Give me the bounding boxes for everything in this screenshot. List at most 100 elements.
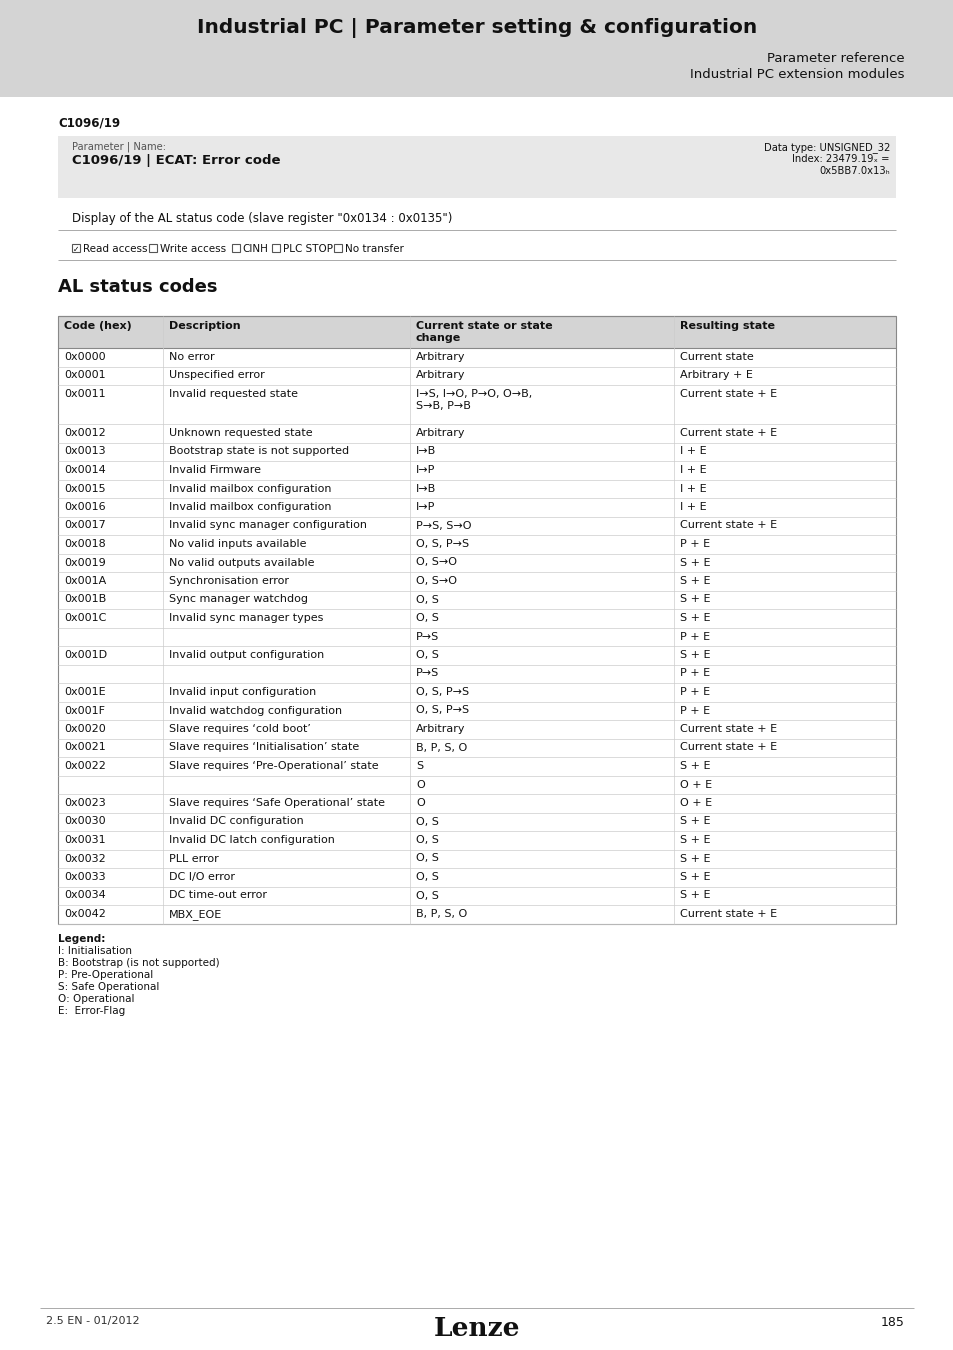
- Text: 0x0013: 0x0013: [64, 447, 106, 456]
- Text: 0x0032: 0x0032: [64, 853, 106, 864]
- Text: ✓: ✓: [73, 244, 79, 254]
- Text: Data type: UNSIGNED_32: Data type: UNSIGNED_32: [762, 142, 889, 153]
- Text: Resulting state: Resulting state: [679, 321, 774, 331]
- Text: I + E: I + E: [679, 464, 706, 475]
- Text: I→P: I→P: [416, 502, 435, 512]
- Text: O, S: O, S: [416, 836, 438, 845]
- Bar: [58, 316, 895, 923]
- Text: S + E: S + E: [679, 872, 710, 882]
- Text: Index: 23479.19ₓ =: Index: 23479.19ₓ =: [792, 154, 889, 163]
- Text: Slave requires ‘Safe Operational’ state: Slave requires ‘Safe Operational’ state: [169, 798, 384, 809]
- Text: C1096/19 | ECAT: Error code: C1096/19 | ECAT: Error code: [71, 154, 280, 167]
- Text: O, S: O, S: [416, 817, 438, 826]
- Text: S + E: S + E: [679, 891, 710, 900]
- Text: 0x0030: 0x0030: [64, 817, 106, 826]
- Text: P→S: P→S: [416, 668, 438, 679]
- Text: P + E: P + E: [679, 687, 709, 697]
- Text: Invalid watchdog configuration: Invalid watchdog configuration: [169, 706, 341, 716]
- Text: Industrial PC extension modules: Industrial PC extension modules: [690, 68, 904, 81]
- Text: 0x0000: 0x0000: [64, 352, 106, 362]
- Text: S: Safe Operational: S: Safe Operational: [58, 983, 159, 992]
- Text: Current state + E: Current state + E: [679, 724, 777, 734]
- Bar: [334, 244, 341, 252]
- Bar: [232, 244, 239, 252]
- Text: 185: 185: [881, 1316, 904, 1328]
- Text: P→S, S→O: P→S, S→O: [416, 521, 471, 531]
- Text: 0x0020: 0x0020: [64, 724, 106, 734]
- Text: 0x0034: 0x0034: [64, 891, 106, 900]
- Text: Display of the AL status code (slave register "0x0134 : 0x0135"): Display of the AL status code (slave reg…: [71, 212, 452, 225]
- Text: MBX_EOE: MBX_EOE: [169, 909, 222, 919]
- Text: Unknown requested state: Unknown requested state: [169, 428, 312, 437]
- Text: O: O: [416, 798, 424, 809]
- Bar: [58, 316, 895, 348]
- Text: Invalid mailbox configuration: Invalid mailbox configuration: [169, 502, 331, 512]
- Text: O, S→O: O, S→O: [416, 558, 456, 567]
- Text: Industrial PC | Parameter setting & configuration: Industrial PC | Parameter setting & conf…: [196, 18, 757, 38]
- Text: Slave requires ‘cold boot’: Slave requires ‘cold boot’: [169, 724, 311, 734]
- Text: Synchronisation error: Synchronisation error: [169, 576, 289, 586]
- Text: 0x0012: 0x0012: [64, 428, 106, 437]
- Text: 0x0016: 0x0016: [64, 502, 106, 512]
- Text: I→B: I→B: [416, 447, 436, 456]
- Text: Invalid sync manager types: Invalid sync manager types: [169, 613, 323, 622]
- Text: Invalid mailbox configuration: Invalid mailbox configuration: [169, 483, 331, 494]
- Text: 2.5 EN - 01/2012: 2.5 EN - 01/2012: [46, 1316, 139, 1326]
- Text: O + E: O + E: [679, 779, 711, 790]
- Text: P + E: P + E: [679, 706, 709, 716]
- Text: 0x0001: 0x0001: [64, 370, 106, 381]
- Text: 0x001D: 0x001D: [64, 649, 107, 660]
- Bar: [58, 136, 895, 198]
- Text: 0x001E: 0x001E: [64, 687, 106, 697]
- Text: S + E: S + E: [679, 853, 710, 864]
- Text: C1096/19: C1096/19: [58, 117, 120, 130]
- Text: I→B: I→B: [416, 483, 436, 494]
- Text: O, S: O, S: [416, 872, 438, 882]
- Text: O + E: O + E: [679, 798, 711, 809]
- Text: 0x5BB7.0x13ₕ: 0x5BB7.0x13ₕ: [819, 166, 889, 176]
- Text: CINH: CINH: [242, 244, 268, 254]
- Bar: [0, 0, 953, 97]
- Text: O, S: O, S: [416, 613, 438, 622]
- Bar: [149, 244, 157, 252]
- Text: I→S, I→O, P→O, O→B,
S→B, P→B: I→S, I→O, P→O, O→B, S→B, P→B: [416, 389, 532, 410]
- Text: Legend:: Legend:: [58, 933, 105, 944]
- Text: PLC STOP: PLC STOP: [283, 244, 333, 254]
- Text: I + E: I + E: [679, 502, 706, 512]
- Text: 0x001A: 0x001A: [64, 576, 106, 586]
- Text: Arbitrary: Arbitrary: [416, 724, 465, 734]
- Text: 0x0018: 0x0018: [64, 539, 106, 549]
- Text: I + E: I + E: [679, 483, 706, 494]
- Text: Current state + E: Current state + E: [679, 909, 777, 919]
- Text: DC time-out error: DC time-out error: [169, 891, 267, 900]
- Text: P: Pre-Operational: P: Pre-Operational: [58, 971, 153, 980]
- Text: 0x001C: 0x001C: [64, 613, 107, 622]
- Text: Current state + E: Current state + E: [679, 743, 777, 752]
- Text: 0x0021: 0x0021: [64, 743, 106, 752]
- Text: Invalid Firmware: Invalid Firmware: [169, 464, 260, 475]
- Text: B, P, S, O: B, P, S, O: [416, 743, 467, 752]
- Text: 0x0015: 0x0015: [64, 483, 106, 494]
- Bar: [273, 244, 280, 252]
- Text: I + E: I + E: [679, 447, 706, 456]
- Text: S + E: S + E: [679, 761, 710, 771]
- Text: O, S: O, S: [416, 853, 438, 864]
- Text: 0x0033: 0x0033: [64, 872, 106, 882]
- Text: P + E: P + E: [679, 539, 709, 549]
- Text: No valid outputs available: No valid outputs available: [169, 558, 314, 567]
- Text: O, S, P→S: O, S, P→S: [416, 706, 469, 716]
- Bar: [71, 244, 80, 252]
- Text: B, P, S, O: B, P, S, O: [416, 909, 467, 919]
- Text: No transfer: No transfer: [345, 244, 403, 254]
- Text: Sync manager watchdog: Sync manager watchdog: [169, 594, 308, 605]
- Text: Read access: Read access: [83, 244, 148, 254]
- Text: Description: Description: [169, 321, 240, 331]
- Text: Unspecified error: Unspecified error: [169, 370, 264, 381]
- Text: 0x001F: 0x001F: [64, 706, 105, 716]
- Text: S + E: S + E: [679, 817, 710, 826]
- Text: Bootstrap state is not supported: Bootstrap state is not supported: [169, 447, 349, 456]
- Text: Current state + E: Current state + E: [679, 428, 777, 437]
- Text: Current state: Current state: [679, 352, 753, 362]
- Text: Invalid output configuration: Invalid output configuration: [169, 649, 324, 660]
- Text: I→P: I→P: [416, 464, 435, 475]
